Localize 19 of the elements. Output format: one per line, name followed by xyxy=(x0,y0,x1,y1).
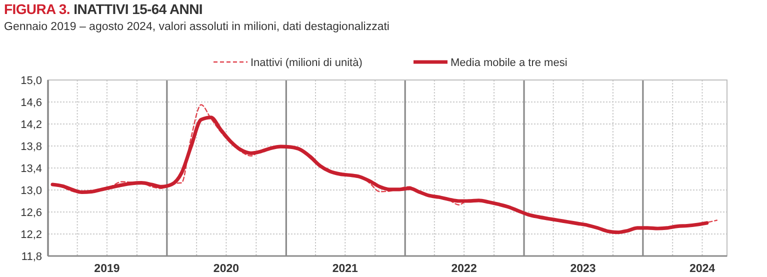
chart-subtitle: Gennaio 2019 – agosto 2024, valori assoluti in milioni, dati destagionalizzati xyxy=(4,21,390,33)
y-tick-label: 14,2 xyxy=(20,118,42,131)
legend-label: Media mobile a tre mesi xyxy=(450,56,568,69)
y-tick-label: 11,8 xyxy=(21,250,42,263)
y-tick-label: 15,0 xyxy=(20,74,42,87)
chart-title: FIGURA 3. INATTIVI 15-64 ANNI xyxy=(4,1,202,17)
x-tick-label: 2019 xyxy=(94,263,120,275)
y-tick-label: 13,4 xyxy=(20,162,42,175)
x-tick-label: 2022 xyxy=(451,263,477,275)
y-tick-label: 13,0 xyxy=(20,184,42,197)
y-tick-label: 12,2 xyxy=(20,228,42,241)
x-tick-label: 2023 xyxy=(570,263,596,275)
x-tick-label: 2021 xyxy=(332,263,359,275)
legend-label: Inattivi (milioni di unità) xyxy=(250,56,362,69)
x-tick-label: 2020 xyxy=(213,263,240,275)
y-tick-label: 13,8 xyxy=(20,140,42,153)
y-tick-label: 14,6 xyxy=(20,96,42,109)
x-tick-label: 2024 xyxy=(689,263,716,275)
y-tick-label: 12,6 xyxy=(20,206,42,219)
